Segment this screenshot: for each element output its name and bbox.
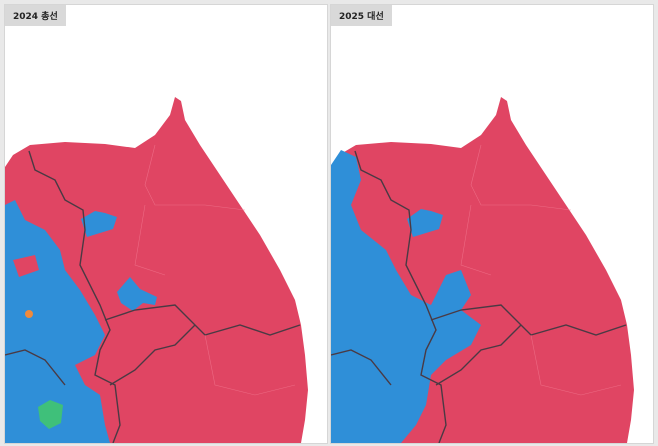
panel-title: 2025 대선	[331, 5, 392, 26]
region-blue	[407, 209, 443, 237]
map-panel-2025: 2025 대선	[330, 4, 654, 444]
region-orange	[25, 310, 33, 318]
election-map-2025	[331, 97, 634, 443]
region-red	[13, 255, 39, 277]
region-blue	[81, 211, 117, 237]
map-panel-2024: 2024 총선	[4, 4, 328, 444]
panel-title: 2024 총선	[5, 5, 66, 26]
election-map-2024	[5, 97, 308, 443]
region-green	[38, 400, 63, 429]
region-blue	[117, 277, 157, 311]
region-blue	[331, 150, 481, 443]
